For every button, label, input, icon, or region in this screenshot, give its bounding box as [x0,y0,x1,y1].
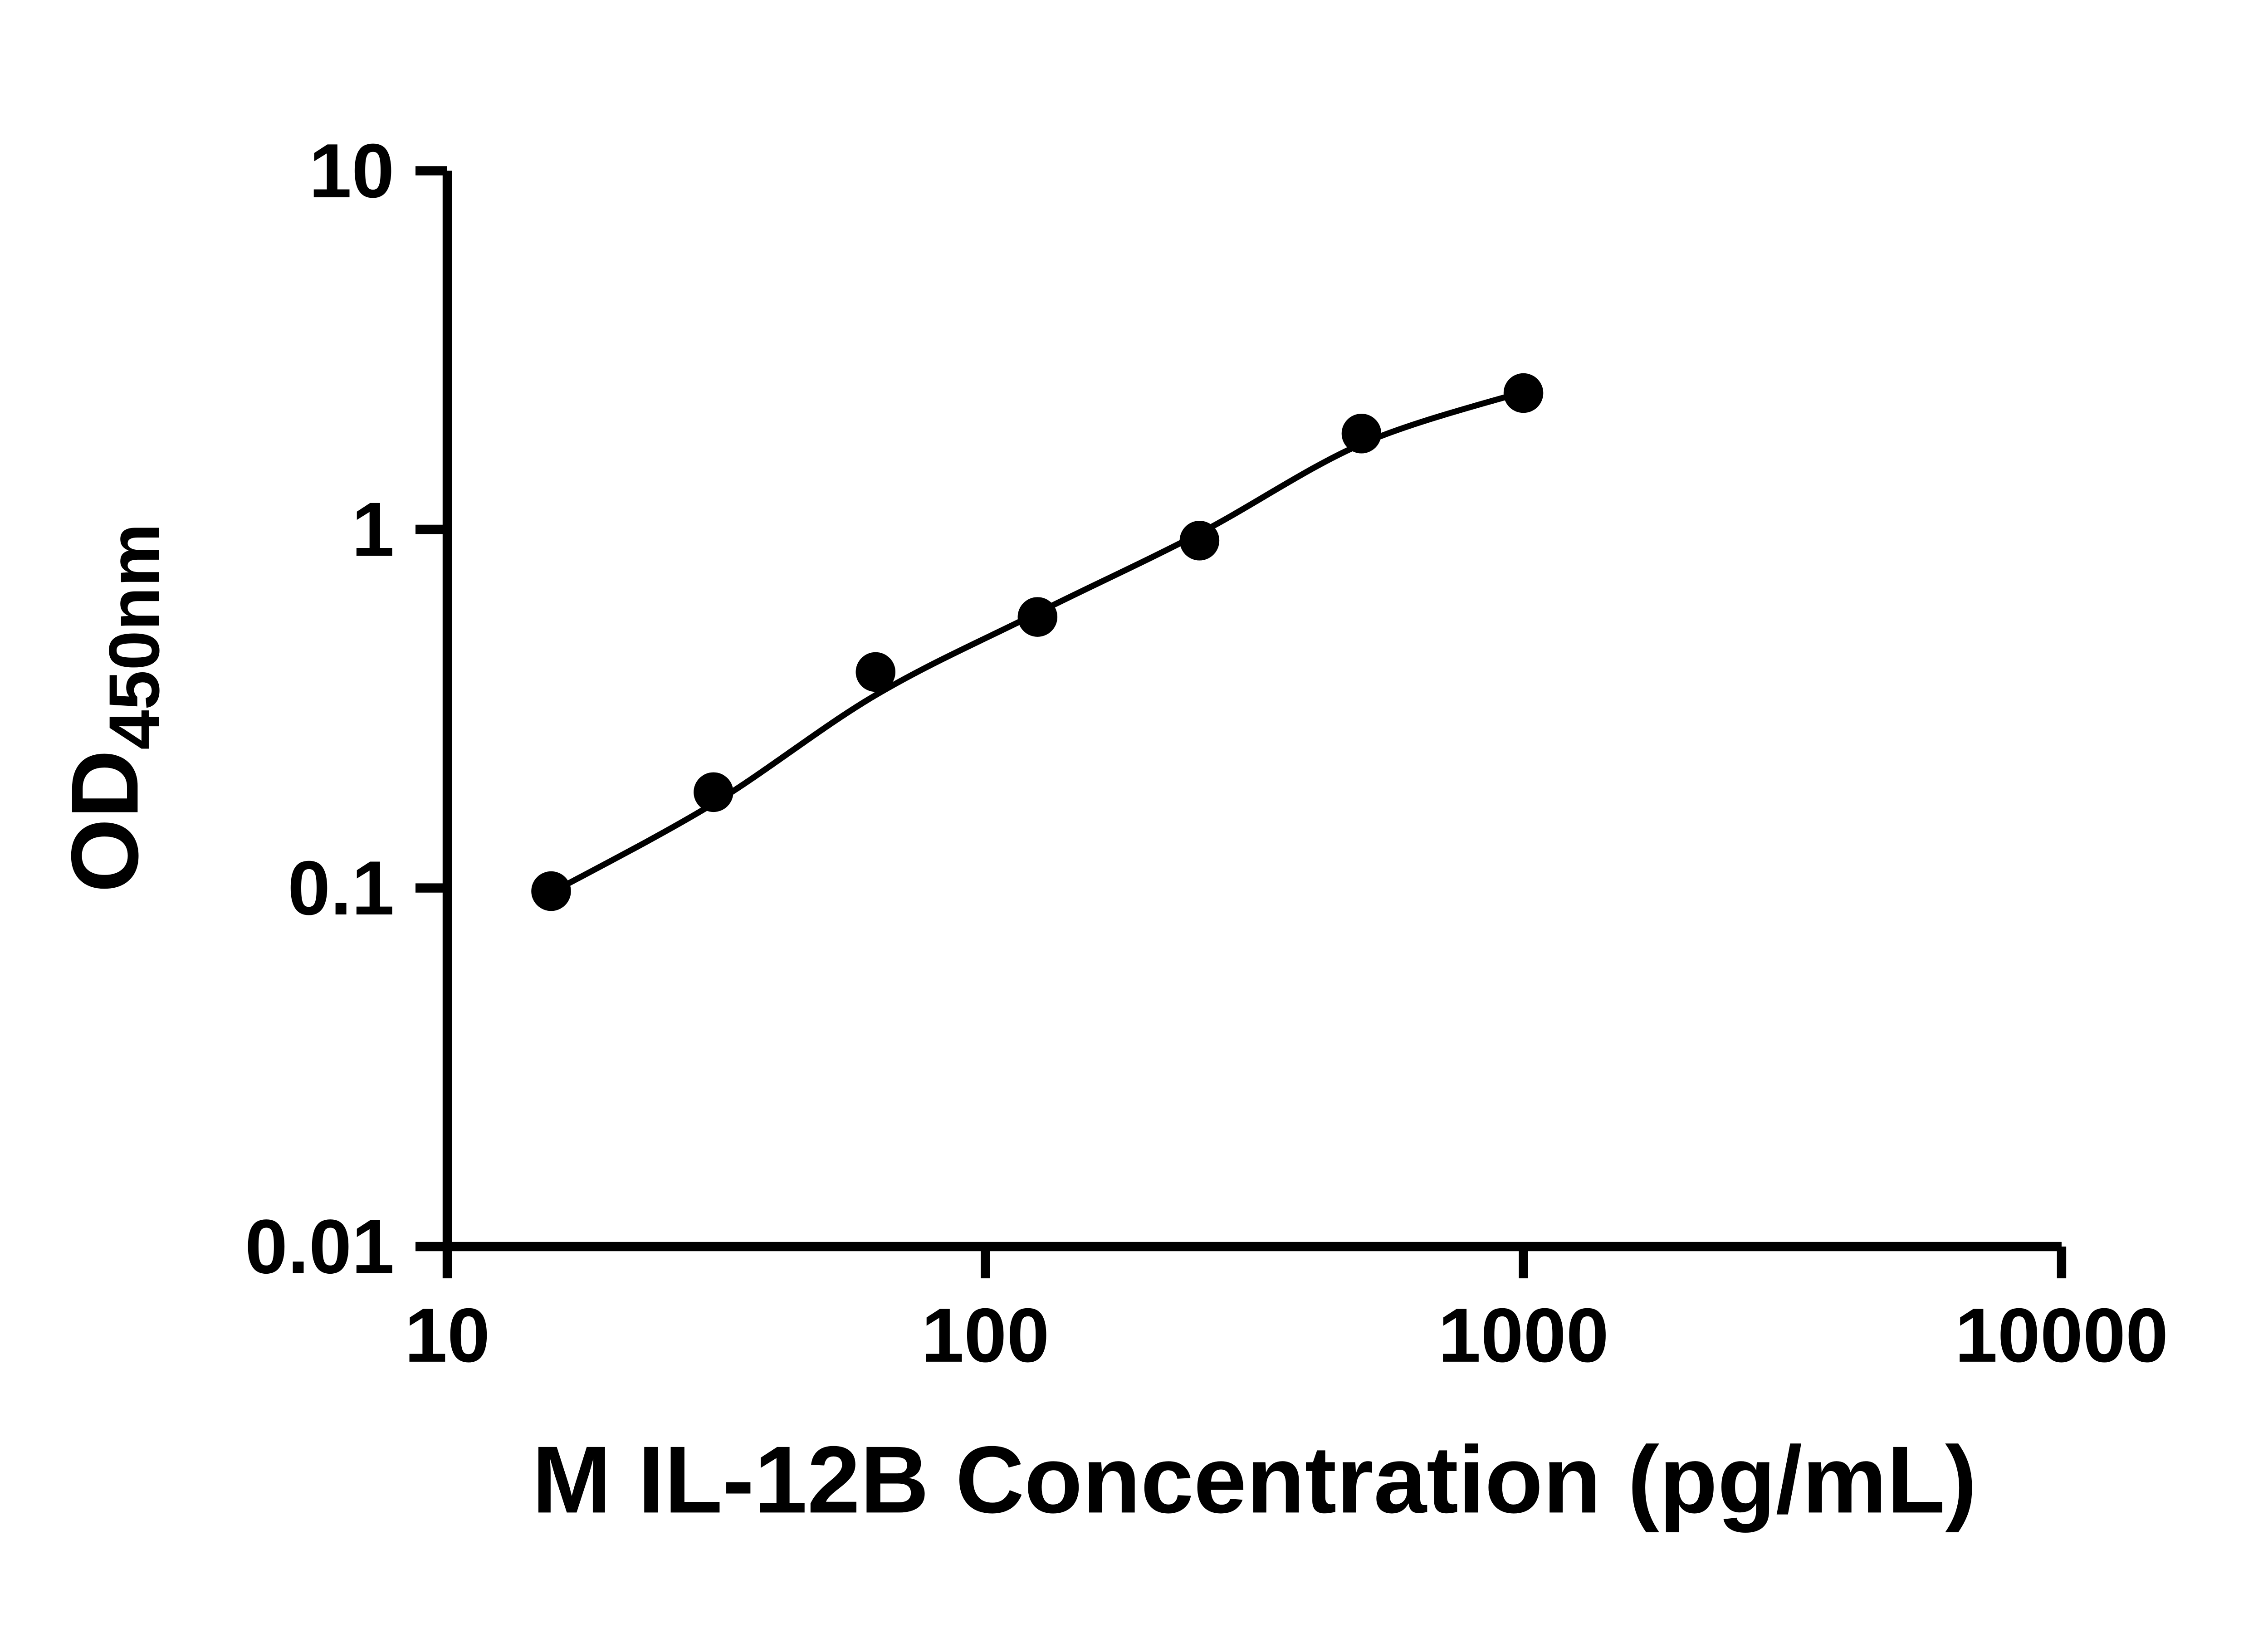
x-tick-label: 10 [405,1292,490,1378]
x-axis-title: M IL-12B Concentration (pg/mL) [532,1426,1977,1533]
data-point [1503,373,1544,413]
x-tick-label: 100 [921,1292,1049,1378]
y-axis-title-base: OD [51,750,158,893]
y-tick-label: 1 [352,486,394,572]
data-point [855,652,896,692]
axes-lines [442,171,2062,1252]
data-point [1341,414,1382,454]
x-tick-label: 1000 [1438,1292,1608,1378]
y-tick-label: 0.01 [245,1203,394,1289]
axis-ticks: 10 100 1000 10000 0.01 0.1 1 10 [245,128,2168,1378]
fit-curve-line [548,389,1527,896]
data-point [694,772,733,812]
data-point [531,871,571,911]
y-axis-title: OD450nm [51,523,174,893]
data-point [1017,597,1058,637]
y-tick-label: 0.1 [288,845,394,931]
data-point-series [531,373,1544,911]
y-tick-label: 10 [309,128,394,214]
x-tick-label: 10000 [1955,1292,2168,1378]
data-point [1179,521,1220,561]
y-axis-title-subscript: 450nm [94,523,174,750]
